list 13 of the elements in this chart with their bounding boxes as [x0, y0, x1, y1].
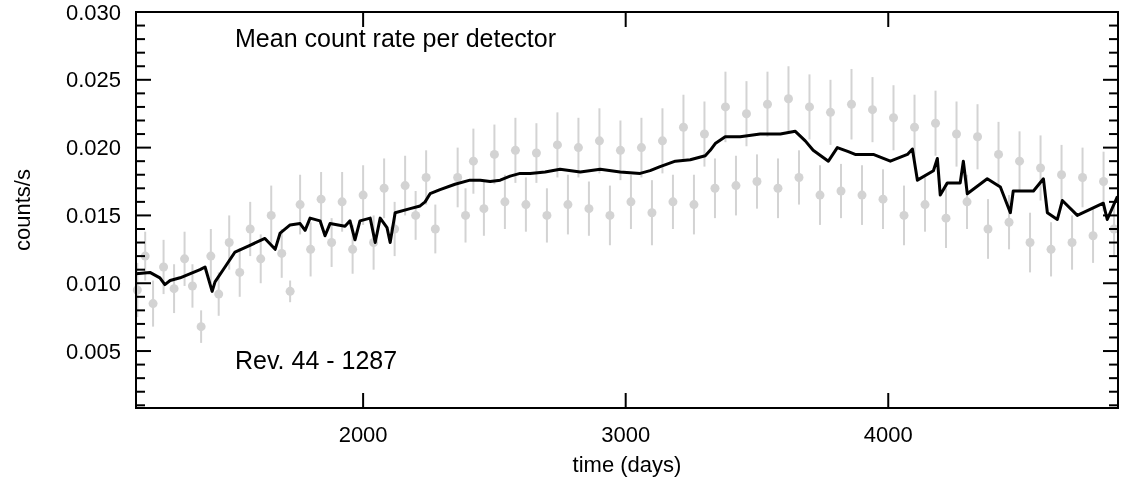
x-tick-label: 3000 — [601, 422, 651, 447]
text: Mean count rate per detector — [235, 24, 557, 52]
x-tick-label: 2000 — [338, 422, 388, 447]
y-axis-title: counts/s — [10, 169, 35, 251]
annotation: Rev. 44 - 1287 — [235, 346, 398, 374]
y-tick-label: 0.025 — [65, 67, 121, 93]
y-tick-label: 0.005 — [65, 338, 121, 364]
y-tick-label: 0.010 — [65, 270, 121, 296]
x-tick-label: 4000 — [863, 422, 913, 447]
x-axis-title: time (days) — [572, 452, 682, 477]
y-tick-label: 0.020 — [65, 135, 121, 161]
y-tick-label: 0.030 — [65, 0, 121, 25]
y-tick-label: 0.015 — [65, 202, 121, 228]
